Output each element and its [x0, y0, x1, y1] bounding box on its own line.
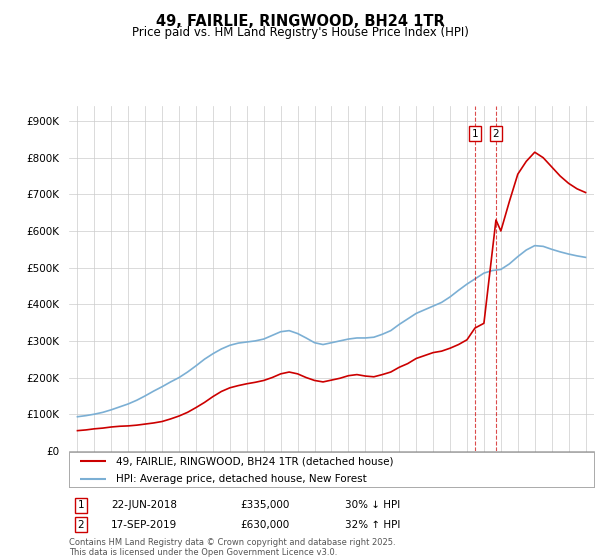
- Text: £335,000: £335,000: [240, 500, 289, 510]
- Text: 1: 1: [77, 500, 85, 510]
- Text: 30% ↓ HPI: 30% ↓ HPI: [345, 500, 400, 510]
- Text: 49, FAIRLIE, RINGWOOD, BH24 1TR: 49, FAIRLIE, RINGWOOD, BH24 1TR: [155, 14, 445, 29]
- Text: 22-JUN-2018: 22-JUN-2018: [111, 500, 177, 510]
- Text: HPI: Average price, detached house, New Forest: HPI: Average price, detached house, New …: [116, 474, 367, 483]
- Text: 1: 1: [472, 129, 478, 139]
- Text: 49, FAIRLIE, RINGWOOD, BH24 1TR (detached house): 49, FAIRLIE, RINGWOOD, BH24 1TR (detache…: [116, 456, 394, 466]
- Text: £630,000: £630,000: [240, 520, 289, 530]
- Text: 32% ↑ HPI: 32% ↑ HPI: [345, 520, 400, 530]
- Text: 2: 2: [493, 129, 499, 139]
- Text: Price paid vs. HM Land Registry's House Price Index (HPI): Price paid vs. HM Land Registry's House …: [131, 26, 469, 39]
- Text: 17-SEP-2019: 17-SEP-2019: [111, 520, 177, 530]
- Text: 2: 2: [77, 520, 85, 530]
- Text: Contains HM Land Registry data © Crown copyright and database right 2025.
This d: Contains HM Land Registry data © Crown c…: [69, 538, 395, 557]
